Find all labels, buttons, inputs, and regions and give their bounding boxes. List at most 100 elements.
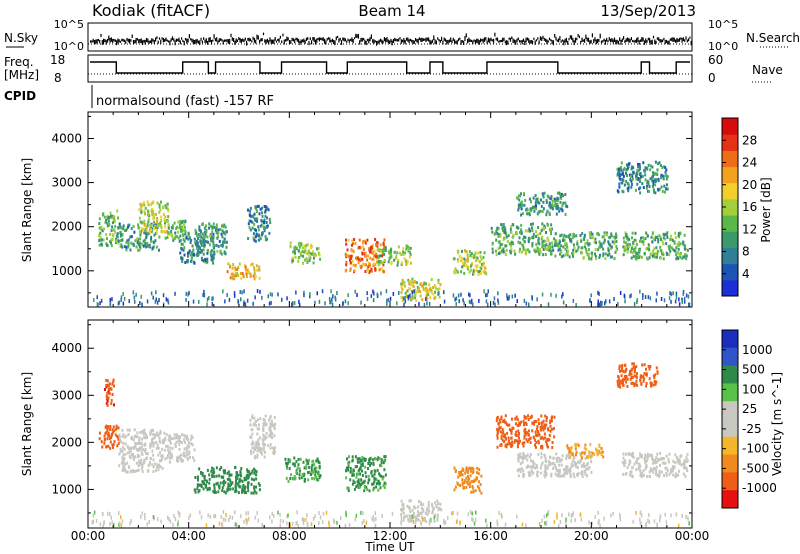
- range-cell: [372, 463, 375, 466]
- range-cell: [409, 280, 412, 284]
- range-cell: [165, 444, 168, 448]
- noise-point: [680, 37, 682, 40]
- range-cell: [174, 235, 177, 239]
- noise-point: [685, 36, 687, 40]
- range-cell: [308, 465, 311, 469]
- range-cell: [586, 253, 589, 257]
- range-cell: [536, 233, 539, 237]
- range-cell: [126, 428, 129, 432]
- noise-point: [334, 40, 336, 46]
- range-cell: [262, 225, 265, 229]
- range-cell: [98, 222, 101, 225]
- range-cell: [551, 202, 554, 206]
- noise-point: [494, 32, 496, 37]
- range-cell: [346, 486, 349, 490]
- range-cell: [250, 471, 253, 475]
- range-cell: [218, 239, 221, 243]
- range-cell: [679, 255, 682, 259]
- range-cell: [630, 247, 633, 251]
- range-cell: [454, 270, 457, 274]
- range-cell: [370, 247, 373, 251]
- noise-point: [364, 39, 366, 45]
- range-cell: [360, 266, 363, 270]
- range-cell: [152, 240, 155, 244]
- range-cell: [673, 465, 676, 469]
- range-cell: [107, 431, 110, 435]
- range-cell: [659, 514, 661, 519]
- range-cell: [551, 441, 554, 444]
- range-cell: [478, 486, 480, 490]
- range-cell: [122, 446, 124, 449]
- range-cell: [661, 240, 664, 244]
- cpid-label: CPID: [4, 89, 36, 103]
- range-cell: [460, 270, 462, 274]
- range-cell: [654, 238, 657, 242]
- range-cell: [631, 375, 634, 379]
- range-cell: [532, 462, 535, 466]
- noise-point: [478, 40, 480, 45]
- range-cell: [677, 251, 680, 255]
- range-cell: [629, 178, 632, 181]
- range-cell: [636, 251, 639, 255]
- range-cell: [503, 440, 506, 444]
- range-cell: [162, 440, 164, 443]
- range-cell: [120, 515, 122, 520]
- range-cell: [647, 364, 650, 368]
- range-cell: [544, 244, 547, 248]
- range-cell: [671, 467, 673, 471]
- range-cell: [289, 241, 292, 245]
- range-cell: [389, 251, 392, 255]
- range-cell: [155, 290, 157, 295]
- range-cell: [227, 484, 230, 488]
- range-cell: [237, 266, 240, 269]
- noise-point: [238, 37, 240, 40]
- range-cell: [100, 242, 103, 246]
- range-cell: [183, 253, 186, 257]
- noise-point: [266, 38, 268, 43]
- range-cell: [167, 454, 169, 457]
- range-cell: [478, 468, 481, 472]
- range-cell: [500, 435, 503, 438]
- range-cell: [525, 248, 528, 252]
- noise-point: [242, 38, 244, 42]
- range-cell: [152, 458, 155, 462]
- range-cell: [366, 296, 369, 301]
- range-cell: [237, 273, 240, 277]
- range-cell: [581, 456, 583, 460]
- range-cell: [458, 255, 461, 258]
- noise-point: [339, 37, 341, 41]
- range-cell: [137, 464, 140, 468]
- range-cell: [155, 245, 158, 249]
- range-cell: [648, 256, 651, 260]
- noise-point: [600, 40, 603, 44]
- range-cell: [657, 238, 660, 242]
- range-cell: [655, 460, 658, 464]
- range-cell: [493, 296, 496, 301]
- range-cell: [259, 237, 262, 241]
- range-cell: [107, 390, 110, 394]
- range-cell: [156, 201, 159, 205]
- noise-point: [194, 40, 196, 45]
- range-cell: [637, 177, 640, 180]
- noise-point: [651, 39, 653, 45]
- range-cell: [455, 269, 458, 273]
- range-cell: [140, 515, 142, 520]
- noise-point: [343, 37, 345, 42]
- range-cell: [402, 247, 405, 251]
- range-cell: [679, 252, 682, 255]
- range-cell: [463, 479, 466, 483]
- range-cell: [226, 477, 229, 481]
- range-cell: [562, 201, 565, 205]
- noise-point: [376, 40, 378, 46]
- range-cell: [605, 299, 607, 304]
- range-cell: [234, 268, 237, 272]
- range-cell: [607, 249, 610, 253]
- range-cell: [429, 296, 432, 300]
- range-cell: [164, 215, 167, 219]
- range-cell: [622, 168, 625, 172]
- range-cell: [203, 293, 206, 298]
- noise-point: [344, 38, 346, 42]
- noise-point: [521, 39, 523, 45]
- range-cell: [517, 205, 520, 209]
- nsky-tick-high: 10^5: [54, 18, 84, 31]
